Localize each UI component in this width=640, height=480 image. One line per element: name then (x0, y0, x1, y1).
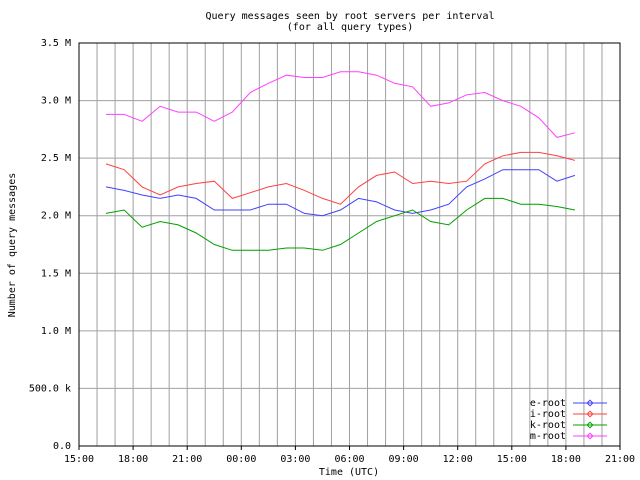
x-tick-label: 15:00 (497, 454, 527, 465)
legend-label: k-root (530, 420, 566, 431)
y-tick-label: 1.0 M (41, 326, 71, 337)
y-axis-label: Number of query messages (7, 173, 18, 318)
plot-frame (78, 42, 621, 447)
x-tick-label: 18:00 (118, 454, 148, 465)
y-tick-label: 1.5 M (41, 268, 71, 279)
x-tick-label: 06:00 (334, 454, 364, 465)
chart-subtitle: (for all query types) (287, 22, 413, 33)
legend-marker (586, 432, 594, 440)
x-tick-label: 03:00 (280, 454, 310, 465)
chart-title: Query messages seen by root servers per … (206, 11, 495, 22)
y-tick-label: 3.5 M (41, 38, 71, 49)
legend-marker (586, 421, 594, 429)
y-tick-label: 3.0 M (41, 96, 71, 107)
x-tick-label: 18:00 (551, 454, 581, 465)
series-line (105, 169, 576, 217)
series-line (106, 71, 576, 138)
y-tick-label: 2.0 M (41, 211, 71, 222)
legend-label: e-root (530, 398, 566, 409)
x-tick-label: 15:00 (64, 454, 94, 465)
y-tick-label: 0.0 (53, 441, 71, 452)
x-tick-label: 21:00 (605, 454, 635, 465)
legend-label: m-root (530, 431, 566, 442)
x-tick-label: 21:00 (172, 454, 202, 465)
legend-label: i-root (530, 409, 566, 420)
y-tick-label: 500.0 k (29, 383, 71, 394)
series-line (105, 151, 576, 205)
x-axis-label: Time (UTC) (319, 467, 379, 478)
x-tick-label: 12:00 (443, 454, 473, 465)
legend-marker (586, 399, 594, 407)
legend-marker (586, 410, 594, 418)
x-tick-label: 00:00 (226, 454, 256, 465)
series-line (105, 197, 575, 251)
y-tick-label: 2.5 M (41, 153, 71, 164)
x-tick-label: 09:00 (389, 454, 419, 465)
